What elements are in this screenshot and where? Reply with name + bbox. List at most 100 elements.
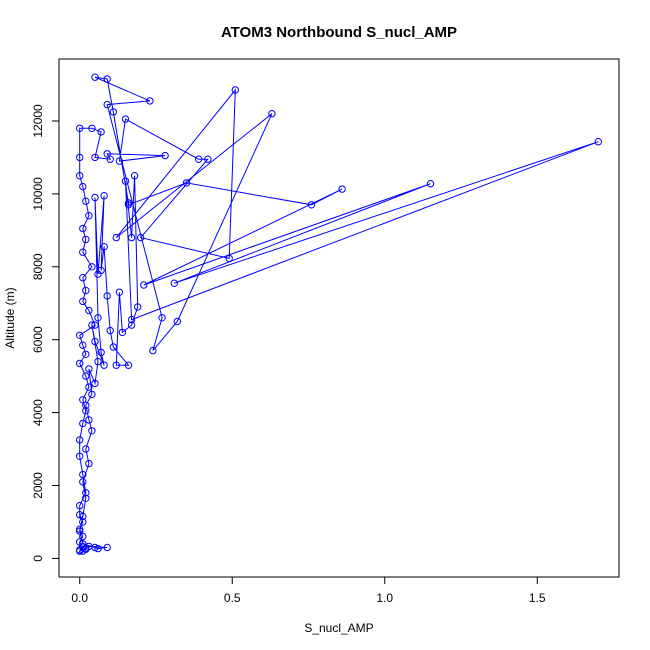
- data-point: [91, 153, 99, 162]
- data-point: [121, 115, 130, 123]
- data-point: [94, 270, 102, 278]
- data-point: [76, 331, 84, 339]
- data-point: [91, 193, 99, 202]
- plot-frame: [58, 58, 620, 578]
- data-point: [76, 436, 84, 444]
- data-point: [124, 201, 133, 209]
- data-point: [79, 224, 87, 233]
- data-point: [76, 172, 84, 180]
- data-point: [118, 328, 127, 337]
- data-point: [140, 281, 148, 289]
- data-point: [88, 124, 96, 133]
- data-point: [112, 233, 121, 242]
- data-point: [76, 153, 84, 162]
- data-point: [307, 201, 316, 209]
- data-point: [91, 321, 99, 329]
- data-point: [109, 343, 118, 351]
- y-tick-label: 0: [31, 555, 45, 562]
- data-point: [82, 445, 90, 453]
- data-point: [103, 543, 111, 552]
- data-point: [137, 233, 145, 242]
- data-point: [173, 317, 182, 326]
- data-point: [225, 254, 233, 263]
- data-point: [115, 157, 124, 165]
- data-point: [268, 110, 276, 118]
- data-point: [94, 314, 102, 322]
- data-point: [127, 233, 136, 242]
- x-tick-label: 0.0: [71, 591, 88, 605]
- data-point: [338, 185, 346, 193]
- data-point: [149, 346, 157, 355]
- y-tick-label: 6000: [31, 326, 45, 353]
- data-point: [79, 518, 87, 526]
- data-point: [88, 390, 96, 399]
- y-tick-label: 8000: [31, 253, 45, 280]
- x-axis-label: S_nucl_AMP: [304, 621, 373, 635]
- data-point: [146, 97, 154, 105]
- data-point: [94, 357, 102, 366]
- data-point: [85, 383, 93, 391]
- data-point: [112, 361, 121, 369]
- data-point: [79, 297, 87, 306]
- data-point: [103, 150, 111, 158]
- data-point: [88, 263, 96, 271]
- data-point: [82, 286, 90, 295]
- y-axis: 0 2000 4000 6000 8000 10000 12000: [31, 104, 60, 562]
- y-tick-label: 10000: [31, 177, 45, 211]
- data-point: [85, 212, 93, 220]
- data-point: [79, 396, 87, 404]
- data-point: [204, 155, 212, 163]
- data-point: [76, 501, 84, 510]
- data-point: [82, 407, 90, 415]
- data-point: [115, 288, 124, 296]
- data-point: [79, 341, 87, 349]
- y-tick-label: 12000: [31, 104, 45, 138]
- data-point: [231, 86, 240, 94]
- data-point: [85, 306, 93, 315]
- data-point: [85, 416, 93, 424]
- x-tick-label: 0.5: [224, 591, 241, 605]
- data-point: [91, 379, 99, 388]
- data-point: [594, 138, 602, 146]
- data-point: [182, 179, 191, 187]
- data-point: [76, 527, 84, 535]
- data-point: [426, 180, 435, 188]
- chart-title: ATOM3 Northbound S_nucl_AMP: [221, 24, 457, 41]
- x-tick-label: 1.5: [529, 591, 546, 605]
- y-axis-label: Altitude (m): [3, 287, 17, 348]
- data-point: [97, 348, 105, 357]
- data-point: [103, 100, 111, 109]
- data-point: [82, 372, 90, 380]
- data-point: [79, 470, 87, 479]
- series-layer: [76, 73, 602, 555]
- data-point: [79, 547, 87, 555]
- data-point: [134, 303, 142, 311]
- y-tick-label: 2000: [31, 472, 45, 499]
- data-point: [85, 459, 93, 468]
- data-point: [97, 128, 105, 136]
- data-point: [79, 274, 87, 282]
- data-point: [82, 489, 90, 497]
- y-tick-label: 4000: [31, 399, 45, 426]
- data-point: [76, 124, 84, 133]
- data-point: [76, 546, 84, 554]
- data-point: [82, 494, 90, 502]
- data-point: [124, 361, 133, 369]
- data-point: [76, 525, 84, 533]
- data-point: [79, 182, 87, 191]
- x-axis: 0.0 0.5 1.0 1.5: [71, 576, 546, 605]
- data-point: [82, 350, 90, 358]
- data-point: [130, 172, 139, 180]
- data-point: [88, 321, 96, 329]
- data-point: [121, 177, 130, 185]
- data-point: [91, 73, 99, 81]
- data-point: [109, 108, 118, 116]
- data-point: [85, 365, 93, 373]
- data-point: [79, 419, 87, 428]
- data-point: [91, 337, 99, 346]
- data-point: [195, 155, 203, 163]
- data-point: [100, 361, 108, 369]
- data-point: [127, 321, 136, 329]
- data-point: [103, 75, 111, 83]
- data-point: [76, 452, 84, 460]
